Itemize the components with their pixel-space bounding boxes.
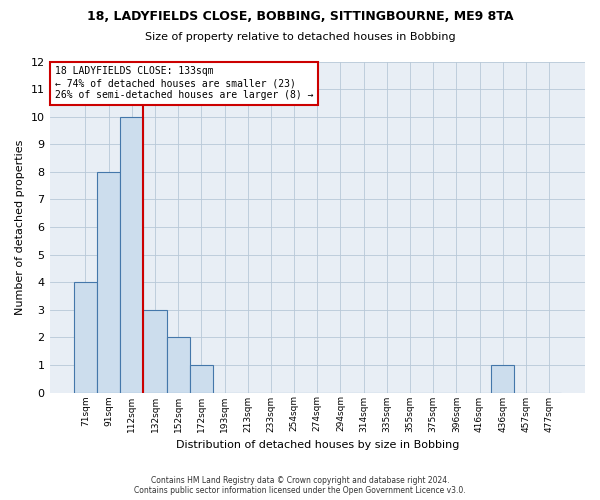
Bar <box>491 365 514 392</box>
Bar <box>97 172 120 392</box>
Bar <box>74 282 97 393</box>
X-axis label: Distribution of detached houses by size in Bobbing: Distribution of detached houses by size … <box>176 440 459 450</box>
Text: Size of property relative to detached houses in Bobbing: Size of property relative to detached ho… <box>145 32 455 42</box>
Text: Contains HM Land Registry data © Crown copyright and database right 2024.
Contai: Contains HM Land Registry data © Crown c… <box>134 476 466 495</box>
Bar <box>120 116 143 392</box>
Bar <box>190 365 213 392</box>
Bar <box>167 338 190 392</box>
Text: 18, LADYFIELDS CLOSE, BOBBING, SITTINGBOURNE, ME9 8TA: 18, LADYFIELDS CLOSE, BOBBING, SITTINGBO… <box>87 10 513 23</box>
Y-axis label: Number of detached properties: Number of detached properties <box>15 140 25 314</box>
Text: 18 LADYFIELDS CLOSE: 133sqm
← 74% of detached houses are smaller (23)
26% of sem: 18 LADYFIELDS CLOSE: 133sqm ← 74% of det… <box>55 66 313 100</box>
Bar <box>143 310 167 392</box>
